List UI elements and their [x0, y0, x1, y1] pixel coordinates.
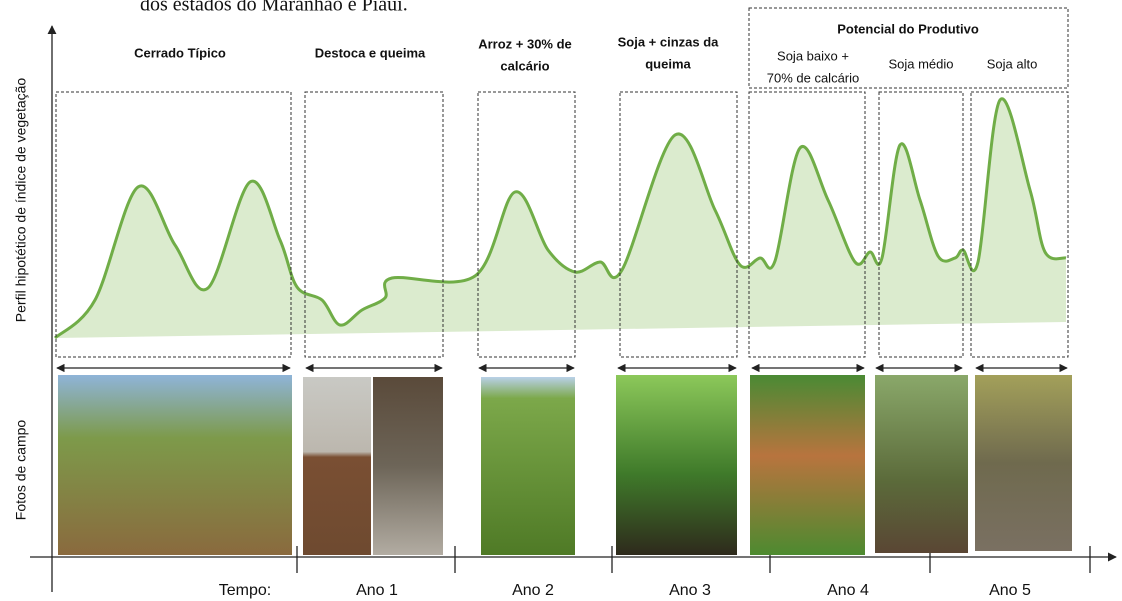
year-label: Ano 1 [356, 582, 398, 599]
group-title: Potencial do Produtivo [837, 21, 979, 36]
productive-label: Soja médio [888, 56, 953, 71]
stage-label: Destoca e queima [315, 45, 426, 60]
stage-label: Arroz + 30% de [478, 36, 572, 51]
stage-boxes [55, 7, 1069, 358]
stage-label: Cerrado Típico [134, 45, 226, 60]
stage-label: queima [645, 56, 691, 71]
profile-curve [53, 97, 1067, 340]
y-label-bottom: Fotos de campo [13, 420, 29, 521]
productive-label: 70% de calcário [767, 70, 860, 85]
productive-label: Soja alto [987, 56, 1038, 71]
field-photos [58, 375, 1072, 555]
time-label: Tempo: [219, 582, 271, 599]
year-label: Ano 3 [669, 582, 711, 599]
productive-label: Soja baixo + [777, 48, 849, 63]
year-label: Ano 2 [512, 582, 554, 599]
stage-label: Soja + cinzas da [618, 34, 720, 49]
caption-fragment: dos estados do Maranhão e Piauí. [140, 0, 408, 16]
profile-area [55, 98, 1066, 338]
stage-label: calcário [500, 58, 549, 73]
y-label-top: Perfil hipotético de índice de vegetação [13, 78, 29, 323]
year-label: Ano 4 [827, 582, 869, 599]
year-label: Ano 5 [989, 582, 1031, 599]
